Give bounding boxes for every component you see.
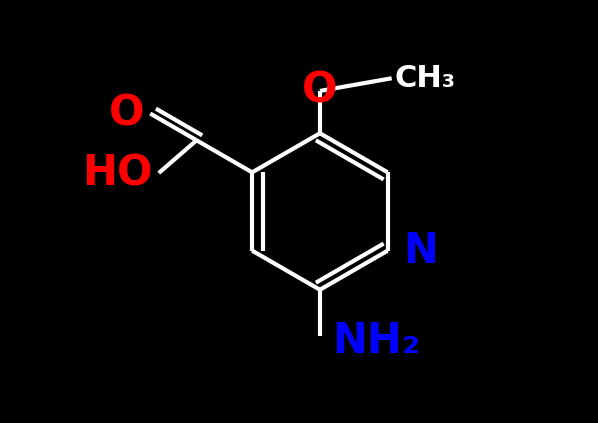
Text: O: O — [302, 70, 338, 112]
Text: O: O — [109, 93, 144, 135]
Text: HO: HO — [83, 152, 152, 194]
Text: CH₃: CH₃ — [395, 64, 456, 93]
Text: N: N — [402, 230, 438, 272]
Text: NH₂: NH₂ — [332, 319, 420, 362]
